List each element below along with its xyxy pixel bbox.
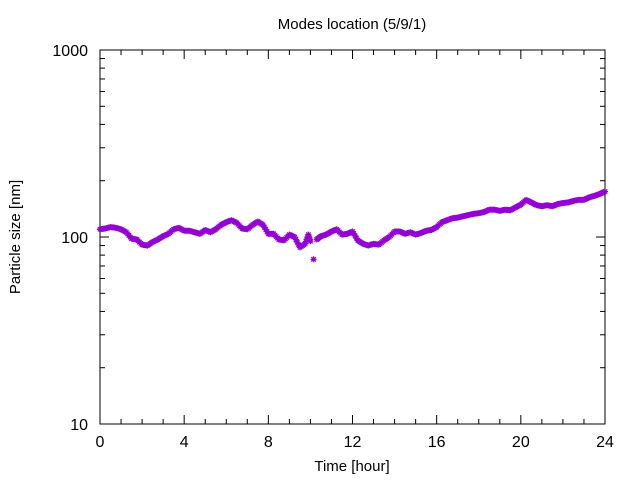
y-axis-label: Particle size [nm] [7,180,24,294]
x-tick-label: 0 [96,434,105,451]
chart-title: Modes location (5/9/1) [278,16,426,33]
data-point [310,256,317,263]
x-tick-label: 20 [512,434,530,451]
y-tick-label: 1000 [52,43,88,60]
tick-labels: 0 4 8 12 16 20 24 10 100 1000 [52,43,614,451]
x-tick-label: 12 [344,434,362,451]
x-tick-label: 24 [596,434,614,451]
x-tick-label: 8 [264,434,273,451]
y-tick-label: 10 [70,417,88,434]
data-point [307,238,314,245]
x-axis-label: Time [hour] [314,458,389,475]
data-points [97,188,608,263]
plot-frame [99,49,606,425]
data-point [602,188,608,195]
y-tick-label: 100 [61,230,88,247]
axis-ticks [99,49,606,425]
x-tick-label: 16 [428,434,446,451]
x-tick-label: 4 [180,434,189,451]
